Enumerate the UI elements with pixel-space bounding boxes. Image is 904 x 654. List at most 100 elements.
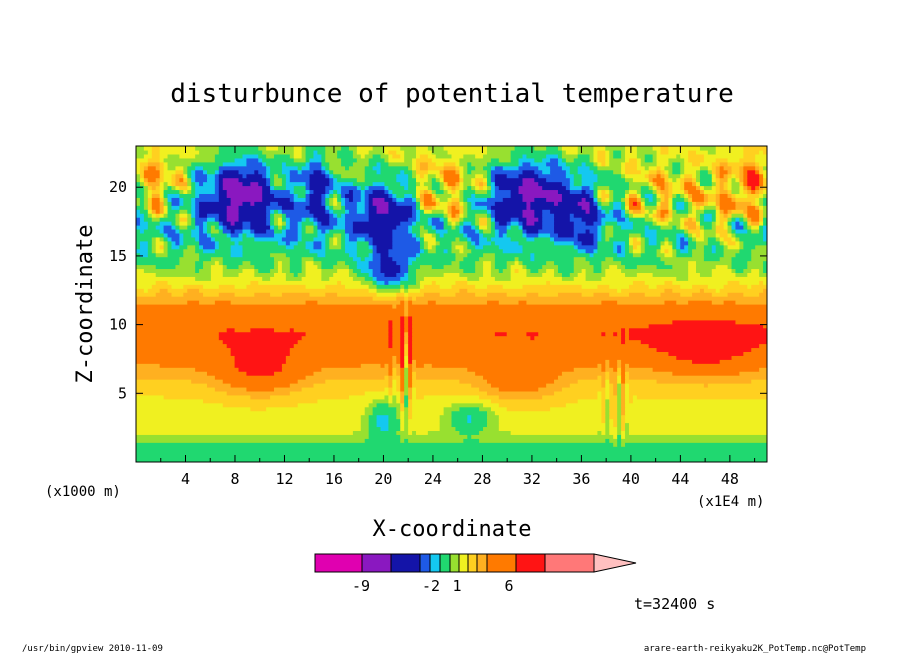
contour-cell: [348, 209, 358, 214]
contour-cell: [447, 228, 460, 234]
contour-cell: [147, 288, 161, 293]
contour-cell: [557, 232, 575, 238]
contour-cell: [672, 165, 681, 171]
contour-cell: [333, 197, 338, 202]
contour-cell: [747, 185, 752, 191]
contour-cell: [506, 221, 512, 226]
contour-cell: [628, 213, 634, 218]
contour-cell: [258, 153, 267, 159]
contour-cell: [376, 169, 382, 175]
contour-cell: [731, 221, 737, 226]
contour-cell: [459, 209, 464, 214]
contour-cell: [412, 351, 669, 356]
contour-cell: [739, 371, 767, 376]
contour-cell: [333, 169, 366, 175]
contour-cell: [636, 146, 654, 151]
contour-cell: [561, 272, 571, 277]
contour-cell: [439, 422, 453, 428]
contour-cell: [711, 221, 717, 226]
contour-cell: [526, 292, 539, 297]
contour-cell: [672, 205, 677, 210]
contour-cell: [609, 292, 630, 297]
contour-cell: [242, 201, 251, 206]
contour-cell: [727, 221, 733, 226]
contour-cell: [486, 185, 492, 191]
contour-cell: [743, 292, 760, 297]
contour-cell: [136, 296, 374, 301]
contour-cell: [621, 367, 626, 372]
contour-cell: [423, 205, 433, 210]
contour-cell: [486, 209, 492, 214]
contour-cell: [400, 363, 405, 368]
contour-cell: [676, 244, 681, 250]
contour-cell: [435, 225, 445, 230]
contour-cell: [715, 209, 721, 214]
contour-cell: [270, 165, 283, 171]
contour-cell: [139, 197, 145, 202]
contour-cell: [396, 410, 401, 416]
contour-cell: [226, 225, 244, 230]
contour-cell: [325, 236, 330, 242]
contour-cell: [159, 173, 165, 179]
contour-cell: [404, 300, 409, 305]
contour-cell: [475, 221, 480, 226]
contour-cell: [463, 213, 468, 218]
contour-cell: [191, 173, 196, 179]
contour-cell: [628, 390, 767, 396]
contour-cell: [392, 371, 397, 376]
contour-cell: [400, 438, 405, 443]
contour-cell: [183, 201, 192, 206]
contour-cell: [660, 193, 666, 198]
contour-cell: [483, 252, 496, 258]
contour-cell: [309, 177, 330, 183]
contour-cell: [475, 264, 484, 270]
contour-cell: [392, 323, 401, 329]
contour-cell: [605, 390, 610, 396]
contour-cell: [546, 161, 559, 167]
contour-cell: [266, 177, 271, 183]
contour-cell: [486, 418, 500, 424]
contour-cell: [601, 193, 610, 198]
contour-cell: [404, 169, 413, 175]
contour-cell: [530, 161, 547, 167]
contour-cell: [254, 232, 275, 238]
contour-cell: [376, 284, 401, 289]
contour-cell: [715, 197, 721, 202]
contour-cell: [542, 217, 555, 222]
contour-cell: [731, 185, 740, 191]
contour-cell: [688, 197, 693, 202]
contour-cell: [763, 149, 767, 155]
contour-cell: [703, 228, 717, 234]
contour-cell: [589, 205, 599, 210]
contour-cell: [581, 197, 587, 202]
contour-cell: [412, 383, 472, 388]
contour-cell: [652, 272, 689, 277]
contour-cell: [577, 153, 591, 159]
contour-cell: [376, 402, 389, 408]
contour-cell: [538, 173, 567, 179]
contour-cell: [325, 228, 330, 234]
contour-cell: [254, 272, 275, 277]
contour-cell: [625, 442, 767, 447]
contour-cell: [270, 201, 279, 206]
contour-cell: [242, 221, 251, 226]
contour-cell: [191, 205, 196, 210]
contour-cell: [625, 173, 646, 179]
contour-cell: [471, 240, 476, 246]
contour-cell: [676, 201, 685, 206]
contour-cell: [696, 181, 701, 187]
contour-cell: [625, 217, 630, 222]
contour-cell: [408, 228, 413, 234]
contour-cell: [554, 213, 571, 218]
contour-cell: [759, 343, 767, 349]
contour-cell: [644, 280, 666, 285]
contour-cell: [226, 217, 240, 222]
contour-cell: [400, 221, 413, 226]
contour-cell: [483, 153, 512, 159]
contour-cell: [143, 213, 149, 218]
contour-cell: [218, 173, 244, 179]
contour-cell: [171, 221, 177, 226]
contour-cell: [672, 193, 677, 198]
contour-cell: [660, 248, 666, 254]
contour-cell: [431, 209, 445, 214]
